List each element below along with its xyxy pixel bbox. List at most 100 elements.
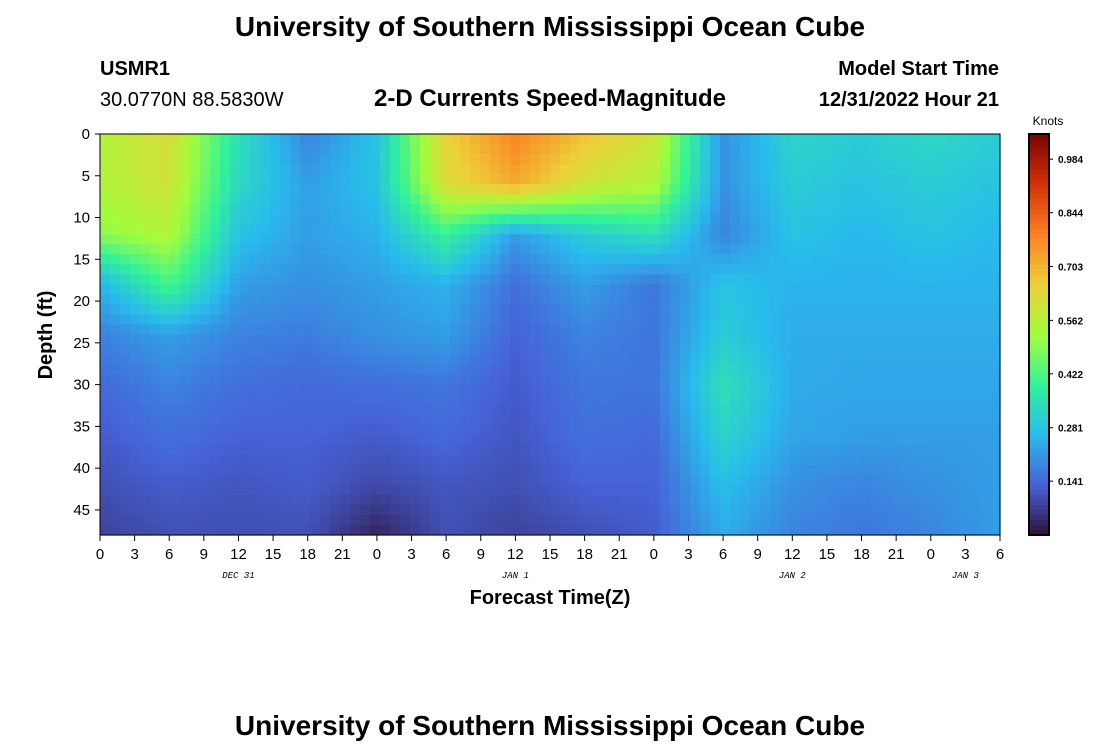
heatmap-cell <box>260 164 271 175</box>
heatmap-cell <box>580 524 591 536</box>
heatmap-cell <box>590 494 601 506</box>
heatmap-cell <box>890 254 901 265</box>
heatmap-cell <box>950 234 961 245</box>
heatmap-cell <box>690 344 701 356</box>
heatmap-cell <box>360 254 371 265</box>
heatmap-cell <box>330 144 341 155</box>
heatmap-cell <box>640 394 651 406</box>
heatmap-cell <box>410 424 421 436</box>
heatmap-cell <box>730 184 741 195</box>
heatmap-cell <box>490 484 501 496</box>
heatmap-cell <box>190 494 201 506</box>
heatmap-cell <box>130 144 141 155</box>
heatmap-cell <box>150 424 161 436</box>
heatmap-cell <box>620 304 631 316</box>
heatmap-cell <box>830 274 841 285</box>
heatmap-cell <box>420 524 431 536</box>
heatmap-cell <box>210 144 221 155</box>
heatmap-cell <box>710 494 721 506</box>
heatmap-cell <box>740 514 751 526</box>
heatmap-cell <box>470 524 481 536</box>
heatmap-cell <box>710 184 721 195</box>
heatmap-cell <box>700 294 711 306</box>
heatmap-cell <box>310 454 321 466</box>
heatmap-cell <box>420 184 431 195</box>
heatmap-cell <box>150 254 161 265</box>
heatmap-cell <box>320 504 331 516</box>
heatmap-cell <box>300 214 311 225</box>
heatmap-cell <box>170 524 181 536</box>
heatmap-cell <box>580 504 591 516</box>
heatmap-cell <box>330 474 341 486</box>
heatmap-cell <box>330 354 341 366</box>
heatmap-cell <box>440 304 451 316</box>
heatmap-cell <box>130 414 141 426</box>
heatmap-cell <box>500 274 511 285</box>
heatmap-cell <box>550 194 561 205</box>
heatmap-cell <box>430 364 441 376</box>
heatmap-cell <box>110 514 121 526</box>
heatmap-cell <box>210 234 221 245</box>
heatmap-cell <box>740 454 751 466</box>
heatmap-cell <box>460 494 471 506</box>
heatmap-cell <box>350 174 361 185</box>
heatmap-cell <box>910 404 921 416</box>
heatmap-cell <box>170 274 181 285</box>
heatmap-cell <box>940 354 951 366</box>
colorbar-segment <box>1029 189 1049 195</box>
heatmap-cell <box>230 374 241 386</box>
heatmap-cell <box>710 254 721 265</box>
heatmap-cell <box>480 424 491 436</box>
heatmap-cell <box>280 484 291 496</box>
heatmap-cell <box>970 284 981 296</box>
heatmap-cell <box>700 464 711 476</box>
heatmap-cell <box>250 234 261 245</box>
heatmap-cell <box>440 474 451 486</box>
heatmap-cell <box>720 274 731 285</box>
heatmap-cell <box>710 434 721 446</box>
heatmap-cell <box>940 384 951 396</box>
heatmap-cell <box>490 224 501 235</box>
heatmap-cell <box>810 314 821 326</box>
heatmap-cell <box>420 414 431 426</box>
heatmap-cell <box>180 154 191 165</box>
heatmap-cell <box>490 324 501 336</box>
heatmap-cell <box>930 174 941 185</box>
heatmap-cell <box>910 194 921 205</box>
heatmap-cell <box>890 374 901 386</box>
heatmap-cell <box>370 404 381 416</box>
heatmap-cell <box>510 274 521 285</box>
heatmap-cell <box>510 354 521 366</box>
heatmap-cell <box>920 174 931 185</box>
heatmap-cell <box>200 514 211 526</box>
heatmap-cell <box>760 274 771 285</box>
heatmap-cell <box>580 334 591 346</box>
heatmap-cell <box>380 434 391 446</box>
heatmap-cell <box>820 234 831 245</box>
heatmap-cell <box>600 324 611 336</box>
heatmap-cell <box>600 354 611 366</box>
heatmap-cell <box>260 404 271 416</box>
heatmap-cell <box>840 194 851 205</box>
heatmap-cell <box>750 504 761 516</box>
heatmap-cell <box>640 324 651 336</box>
heatmap-cell <box>600 374 611 386</box>
heatmap-cell <box>940 264 951 275</box>
heatmap-cell <box>680 244 691 255</box>
heatmap-cell <box>620 284 631 296</box>
heatmap-cell <box>850 274 861 285</box>
heatmap-cell <box>190 264 201 275</box>
heatmap-cell <box>820 214 831 225</box>
heatmap-cell <box>120 524 131 536</box>
x-tick-label: 6 <box>719 546 727 563</box>
heatmap-cell <box>110 354 121 366</box>
heatmap-cell <box>690 524 701 536</box>
heatmap-cell <box>840 284 851 296</box>
heatmap-cell <box>150 484 161 496</box>
heatmap-cell <box>720 514 731 526</box>
heatmap-cell <box>350 384 361 396</box>
heatmap-cell <box>380 444 391 456</box>
heatmap-cell <box>660 334 671 346</box>
heatmap-cell <box>880 394 891 406</box>
heatmap-cell <box>610 444 621 456</box>
